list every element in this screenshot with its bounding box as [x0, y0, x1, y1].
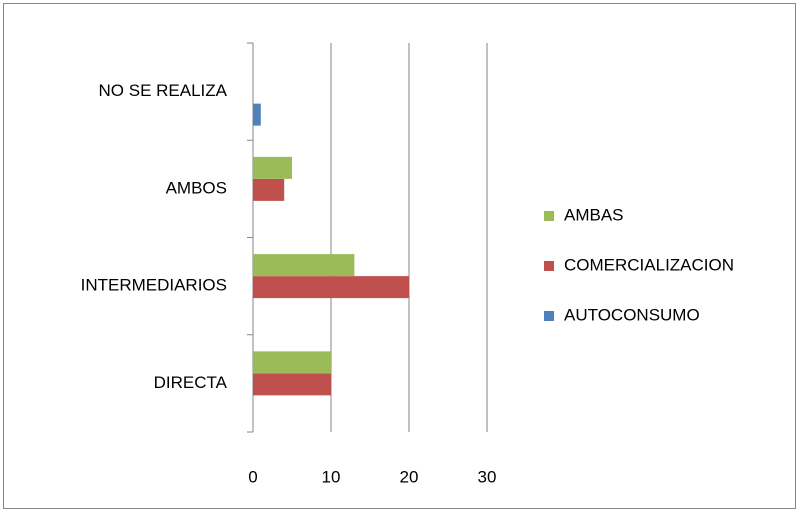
bar	[253, 276, 409, 299]
x-tick-label: 30	[478, 467, 497, 486]
y-tick-label: NO SE REALIZA	[99, 81, 228, 100]
y-tick-label: DIRECTA	[154, 373, 228, 392]
bar	[253, 178, 285, 201]
legend-label: COMERCIALIZACION	[564, 255, 734, 274]
bar	[253, 103, 261, 126]
bar	[253, 254, 355, 277]
x-tick-label: 0	[248, 467, 257, 486]
y-tick-label: AMBOS	[166, 178, 227, 197]
bar	[253, 373, 331, 396]
y-tick-label: INTERMEDIARIOS	[81, 276, 227, 295]
legend-label: AUTOCONSUMO	[564, 305, 700, 324]
legend-swatch	[544, 261, 554, 271]
legend-label: AMBAS	[564, 205, 624, 224]
x-tick-label: 20	[400, 467, 419, 486]
chart-frame	[3, 3, 796, 509]
legend-swatch	[544, 311, 554, 321]
x-tick-label: 10	[322, 467, 341, 486]
legend-swatch	[544, 211, 554, 221]
bar	[253, 351, 331, 374]
bar	[253, 156, 292, 179]
